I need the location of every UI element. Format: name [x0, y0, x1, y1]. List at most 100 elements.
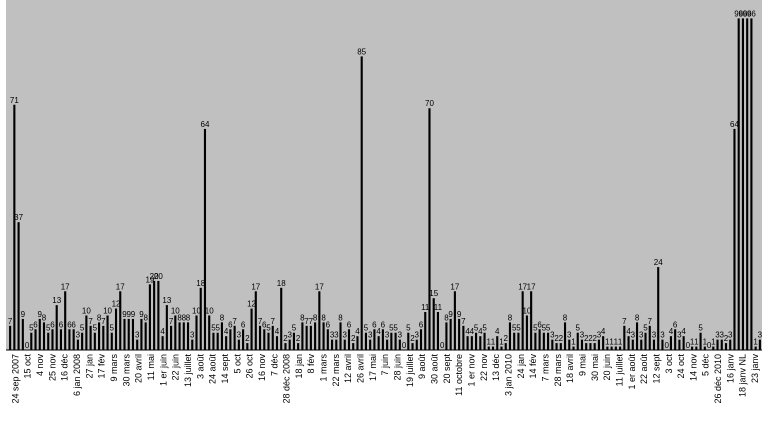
data-label-122: 10 [522, 306, 531, 315]
x-tick-label-39: 13 déc [491, 354, 501, 382]
x-tick-label-49: 11 juillet [614, 354, 624, 387]
bar-25 [114, 308, 118, 350]
bar-143 [614, 346, 617, 350]
data-label-128: 3 [550, 331, 555, 340]
bar-130 [559, 343, 562, 350]
data-label-15: 6 [71, 320, 76, 329]
x-tick-label-58: 16 janv [725, 354, 735, 384]
bar-79 [343, 339, 346, 350]
x-tick-label-4: 16 déc [60, 354, 70, 382]
data-label-26: 17 [116, 282, 125, 291]
bar-69 [301, 322, 304, 350]
data-label-35: 20 [154, 272, 163, 281]
bar-88 [381, 329, 384, 350]
x-tick-label-34: 30 août [430, 354, 440, 385]
data-label-146: 4 [626, 327, 631, 336]
x-tick-label-2: 4 nov [35, 354, 45, 377]
bar-136 [585, 343, 588, 350]
bar-24 [110, 332, 113, 350]
data-label-143: 1 [614, 338, 619, 347]
data-label-38: 7 [169, 317, 174, 326]
bar-172 [737, 18, 740, 351]
bar-122 [525, 315, 528, 350]
data-label-33: 19 [145, 275, 154, 284]
data-label-70: 7 [304, 317, 309, 326]
data-label-22: 7 [101, 317, 106, 326]
bar-107 [462, 325, 465, 350]
data-label-37: 13 [162, 296, 171, 305]
bar-57 [250, 308, 253, 350]
bar-106 [458, 318, 461, 350]
data-label-43: 3 [190, 331, 195, 340]
x-tick-label-15: 3 août [195, 354, 205, 380]
data-label-53: 7 [232, 317, 237, 326]
data-label-24: 5 [110, 324, 115, 333]
data-label-81: 2 [351, 334, 356, 343]
bar-120 [517, 332, 520, 350]
data-label-93: 0 [402, 341, 407, 350]
bar-123 [530, 291, 533, 350]
bar-109 [470, 336, 473, 350]
data-label-51: 4 [224, 327, 229, 336]
bar-173 [741, 18, 744, 351]
data-label-101: 11 [434, 303, 443, 312]
bar-11 [55, 305, 58, 350]
x-tick-label-33: 9 août [417, 354, 427, 380]
bar-31 [140, 318, 143, 350]
bar-161 [691, 346, 694, 350]
data-label-71: 7 [309, 317, 314, 326]
x-tick-label-7: 17 fév [97, 354, 107, 379]
bar-7 [38, 318, 41, 350]
data-label-175: 96 [747, 9, 756, 18]
bar-133 [572, 346, 575, 350]
x-tick-label-10: 20 avril [134, 354, 144, 383]
x-tick-label-30: 7 juin [380, 354, 390, 376]
data-label-168: 3 [720, 331, 725, 340]
bar-72 [314, 322, 317, 350]
bar-137 [589, 343, 592, 350]
data-label-64: 18 [277, 279, 286, 288]
data-label-7: 9 [38, 310, 43, 319]
bar-92 [398, 339, 401, 350]
data-label-121: 17 [518, 282, 527, 291]
x-tick-label-11: 11 mai [146, 354, 156, 380]
data-label-137: 2 [588, 334, 593, 343]
data-label-28: 9 [126, 310, 131, 319]
data-label-149: 3 [639, 331, 644, 340]
bar-175 [750, 18, 753, 351]
x-tick-label-19: 26 oct [245, 354, 255, 379]
bar-39 [174, 315, 177, 350]
bar-145 [623, 325, 626, 350]
bar-74 [322, 322, 325, 350]
data-label-6: 6 [33, 320, 38, 329]
bar-10 [51, 329, 54, 350]
data-label-56: 2 [245, 334, 250, 343]
data-label-52: 6 [228, 320, 233, 329]
data-label-136: 2 [584, 334, 589, 343]
x-tick-label-36: 11 octobre [454, 354, 464, 396]
data-label-176: 1 [753, 338, 758, 347]
data-label-133: 1 [571, 338, 576, 347]
data-label-123: 17 [527, 282, 536, 291]
bar-128 [551, 339, 554, 350]
data-label-102: 0 [440, 341, 445, 350]
bar-20 [93, 332, 96, 350]
data-label-30: 3 [135, 331, 140, 340]
data-label-76: 3 [330, 331, 335, 340]
bar-50 [220, 322, 223, 350]
data-label-167: 3 [715, 331, 720, 340]
data-label-10: 6 [50, 320, 55, 329]
data-label-65: 2 [283, 334, 288, 343]
bar-45 [199, 287, 202, 350]
bar-75 [326, 329, 329, 350]
bar-41 [182, 322, 185, 350]
data-label-130: 2 [559, 334, 564, 343]
bar-26 [119, 291, 122, 350]
bar-35 [157, 280, 160, 350]
bar-90 [390, 332, 393, 350]
data-label-153: 24 [654, 258, 663, 267]
bar-148 [635, 322, 639, 350]
bar-86 [373, 329, 376, 350]
